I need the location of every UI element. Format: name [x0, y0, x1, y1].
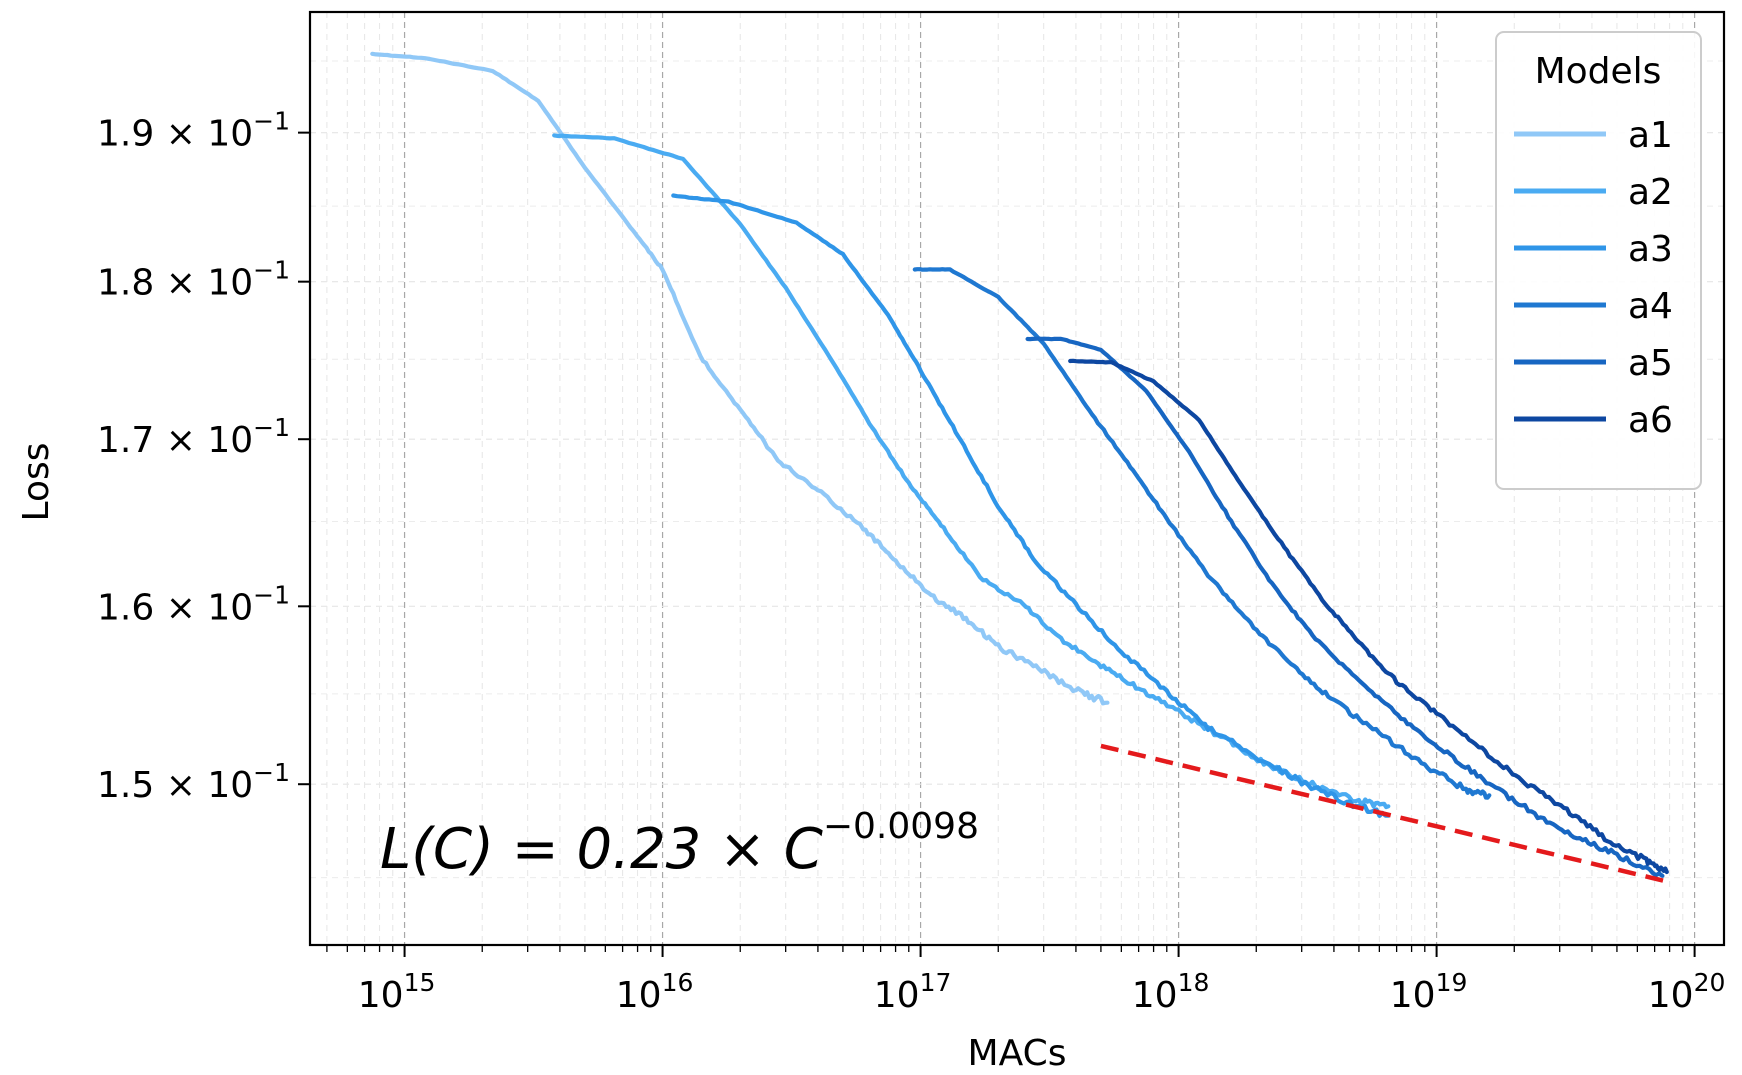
- legend: Models a1 a2 a3 a4 a5 a6: [1495, 31, 1702, 490]
- x-tick-label: 1017: [874, 968, 952, 1016]
- plot-frame: [308, 10, 1726, 947]
- legend-label-a5: a5: [1628, 343, 1673, 384]
- x-tick-label: 1019: [1390, 968, 1468, 1016]
- y-axis: 1.9 × 10−1 1.8 × 10−1 1.7 × 10−1 1.6 × 10−1…: [97, 107, 310, 806]
- legend-label-a3: a3: [1628, 229, 1673, 270]
- y-tick-label: 1.9 × 10−1: [97, 107, 290, 155]
- x-axis-label: MACs: [968, 1033, 1067, 1074]
- x-tick-label: 1015: [358, 968, 436, 1016]
- legend-label-a6: a6: [1628, 400, 1673, 441]
- series-lines: [370, 51, 1669, 878]
- series-line-a1: [370, 51, 1110, 706]
- y-tick-label: 1.5 × 10−1: [97, 758, 290, 806]
- y-tick-label: 1.7 × 10−1: [97, 413, 290, 461]
- legend-title: Models: [1535, 51, 1662, 92]
- fit-equation: L(C) = 0.23 × C−0.0098: [380, 806, 979, 882]
- legend-box: [1495, 31, 1702, 490]
- x-tick-label: 1016: [616, 968, 694, 1016]
- legend-label-a4: a4: [1628, 286, 1673, 327]
- x-axis: 1015 1016 1017 1018 1019 1020: [326, 945, 1726, 1016]
- y-tick-label: 1.6 × 10−1: [97, 580, 290, 628]
- legend-label-a1: a1: [1628, 115, 1673, 156]
- y-tick-label: 1.8 × 10−1: [97, 256, 290, 304]
- grid: [310, 12, 1724, 945]
- x-tick-label: 1020: [1648, 968, 1726, 1016]
- series-line-a6: [1068, 358, 1669, 875]
- legend-label-a2: a2: [1628, 172, 1673, 213]
- series-line-a4: [912, 267, 1492, 800]
- x-tick-label: 1018: [1132, 968, 1210, 1016]
- power-law-fit-line: [1100, 743, 1668, 884]
- series-line-a2: [552, 133, 1391, 810]
- y-axis-label: Loss: [16, 443, 57, 522]
- series-line-a3: [671, 193, 1391, 818]
